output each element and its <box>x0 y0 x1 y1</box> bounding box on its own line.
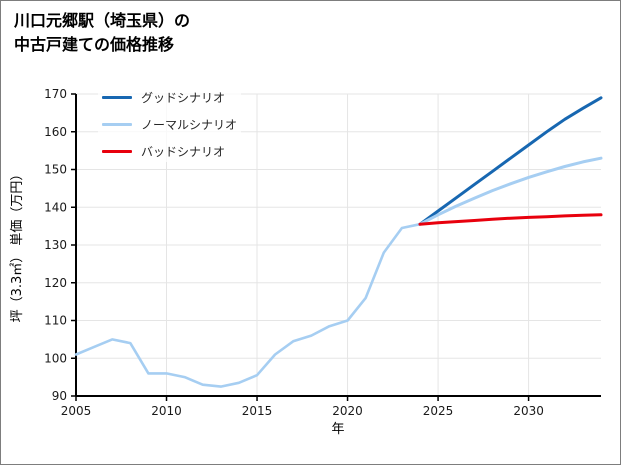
legend: グッドシナリオ ノーマルシナリオ バッドシナリオ <box>98 86 242 162</box>
x-tick-label: 2015 <box>242 404 273 418</box>
tick-labels: 90 100 110 120 130 140 150 160 170 2005 2010 2015 20… <box>44 87 544 418</box>
y-tick-label: 120 <box>44 276 67 290</box>
legend-label: グッドシナリオ <box>141 90 226 105</box>
y-tick-label: 100 <box>44 351 67 365</box>
line-series-0 <box>418 96 603 226</box>
chart-title-line2: 中古戸建ての価格推移 <box>14 35 175 54</box>
x-tick-label: 2020 <box>332 404 363 418</box>
y-tick-label: 160 <box>44 125 67 139</box>
legend-label: ノーマルシナリオ <box>141 117 238 132</box>
legend-item: ノーマルシナリオ <box>102 115 237 133</box>
legend-line-swatch <box>102 122 132 126</box>
line-historical <box>74 222 422 388</box>
line-series-2 <box>418 213 603 226</box>
legend-line-swatch <box>102 95 132 99</box>
x-tick-label: 2030 <box>513 404 544 418</box>
y-axis-label: 坪（3.3㎡） 単価（万円） <box>9 168 25 323</box>
axes <box>71 93 601 401</box>
gridlines <box>76 93 601 396</box>
x-tick-label: 2005 <box>61 404 92 418</box>
legend-item: グッドシナリオ <box>102 88 237 106</box>
y-tick-label: 150 <box>44 163 67 177</box>
legend-label: バッドシナリオ <box>141 144 226 159</box>
x-tick-label: 2025 <box>423 404 454 418</box>
y-tick-label: 130 <box>44 238 67 252</box>
x-tick-label: 2010 <box>151 404 182 418</box>
y-tick-label: 90 <box>52 389 67 403</box>
series-lines <box>74 96 603 388</box>
x-axis-label: 年 <box>331 422 344 437</box>
y-tick-label: 110 <box>44 314 67 328</box>
legend-item: バッドシナリオ <box>102 142 237 160</box>
line-series-1 <box>418 156 603 226</box>
chart-title-line1: 川口元郷駅（埼玉県）の <box>14 11 191 30</box>
y-tick-label: 170 <box>44 87 67 101</box>
legend-line-swatch <box>102 149 132 153</box>
y-tick-label: 140 <box>44 200 67 214</box>
chart-title: 川口元郷駅（埼玉県）の 中古戸建ての価格推移 <box>14 9 190 57</box>
